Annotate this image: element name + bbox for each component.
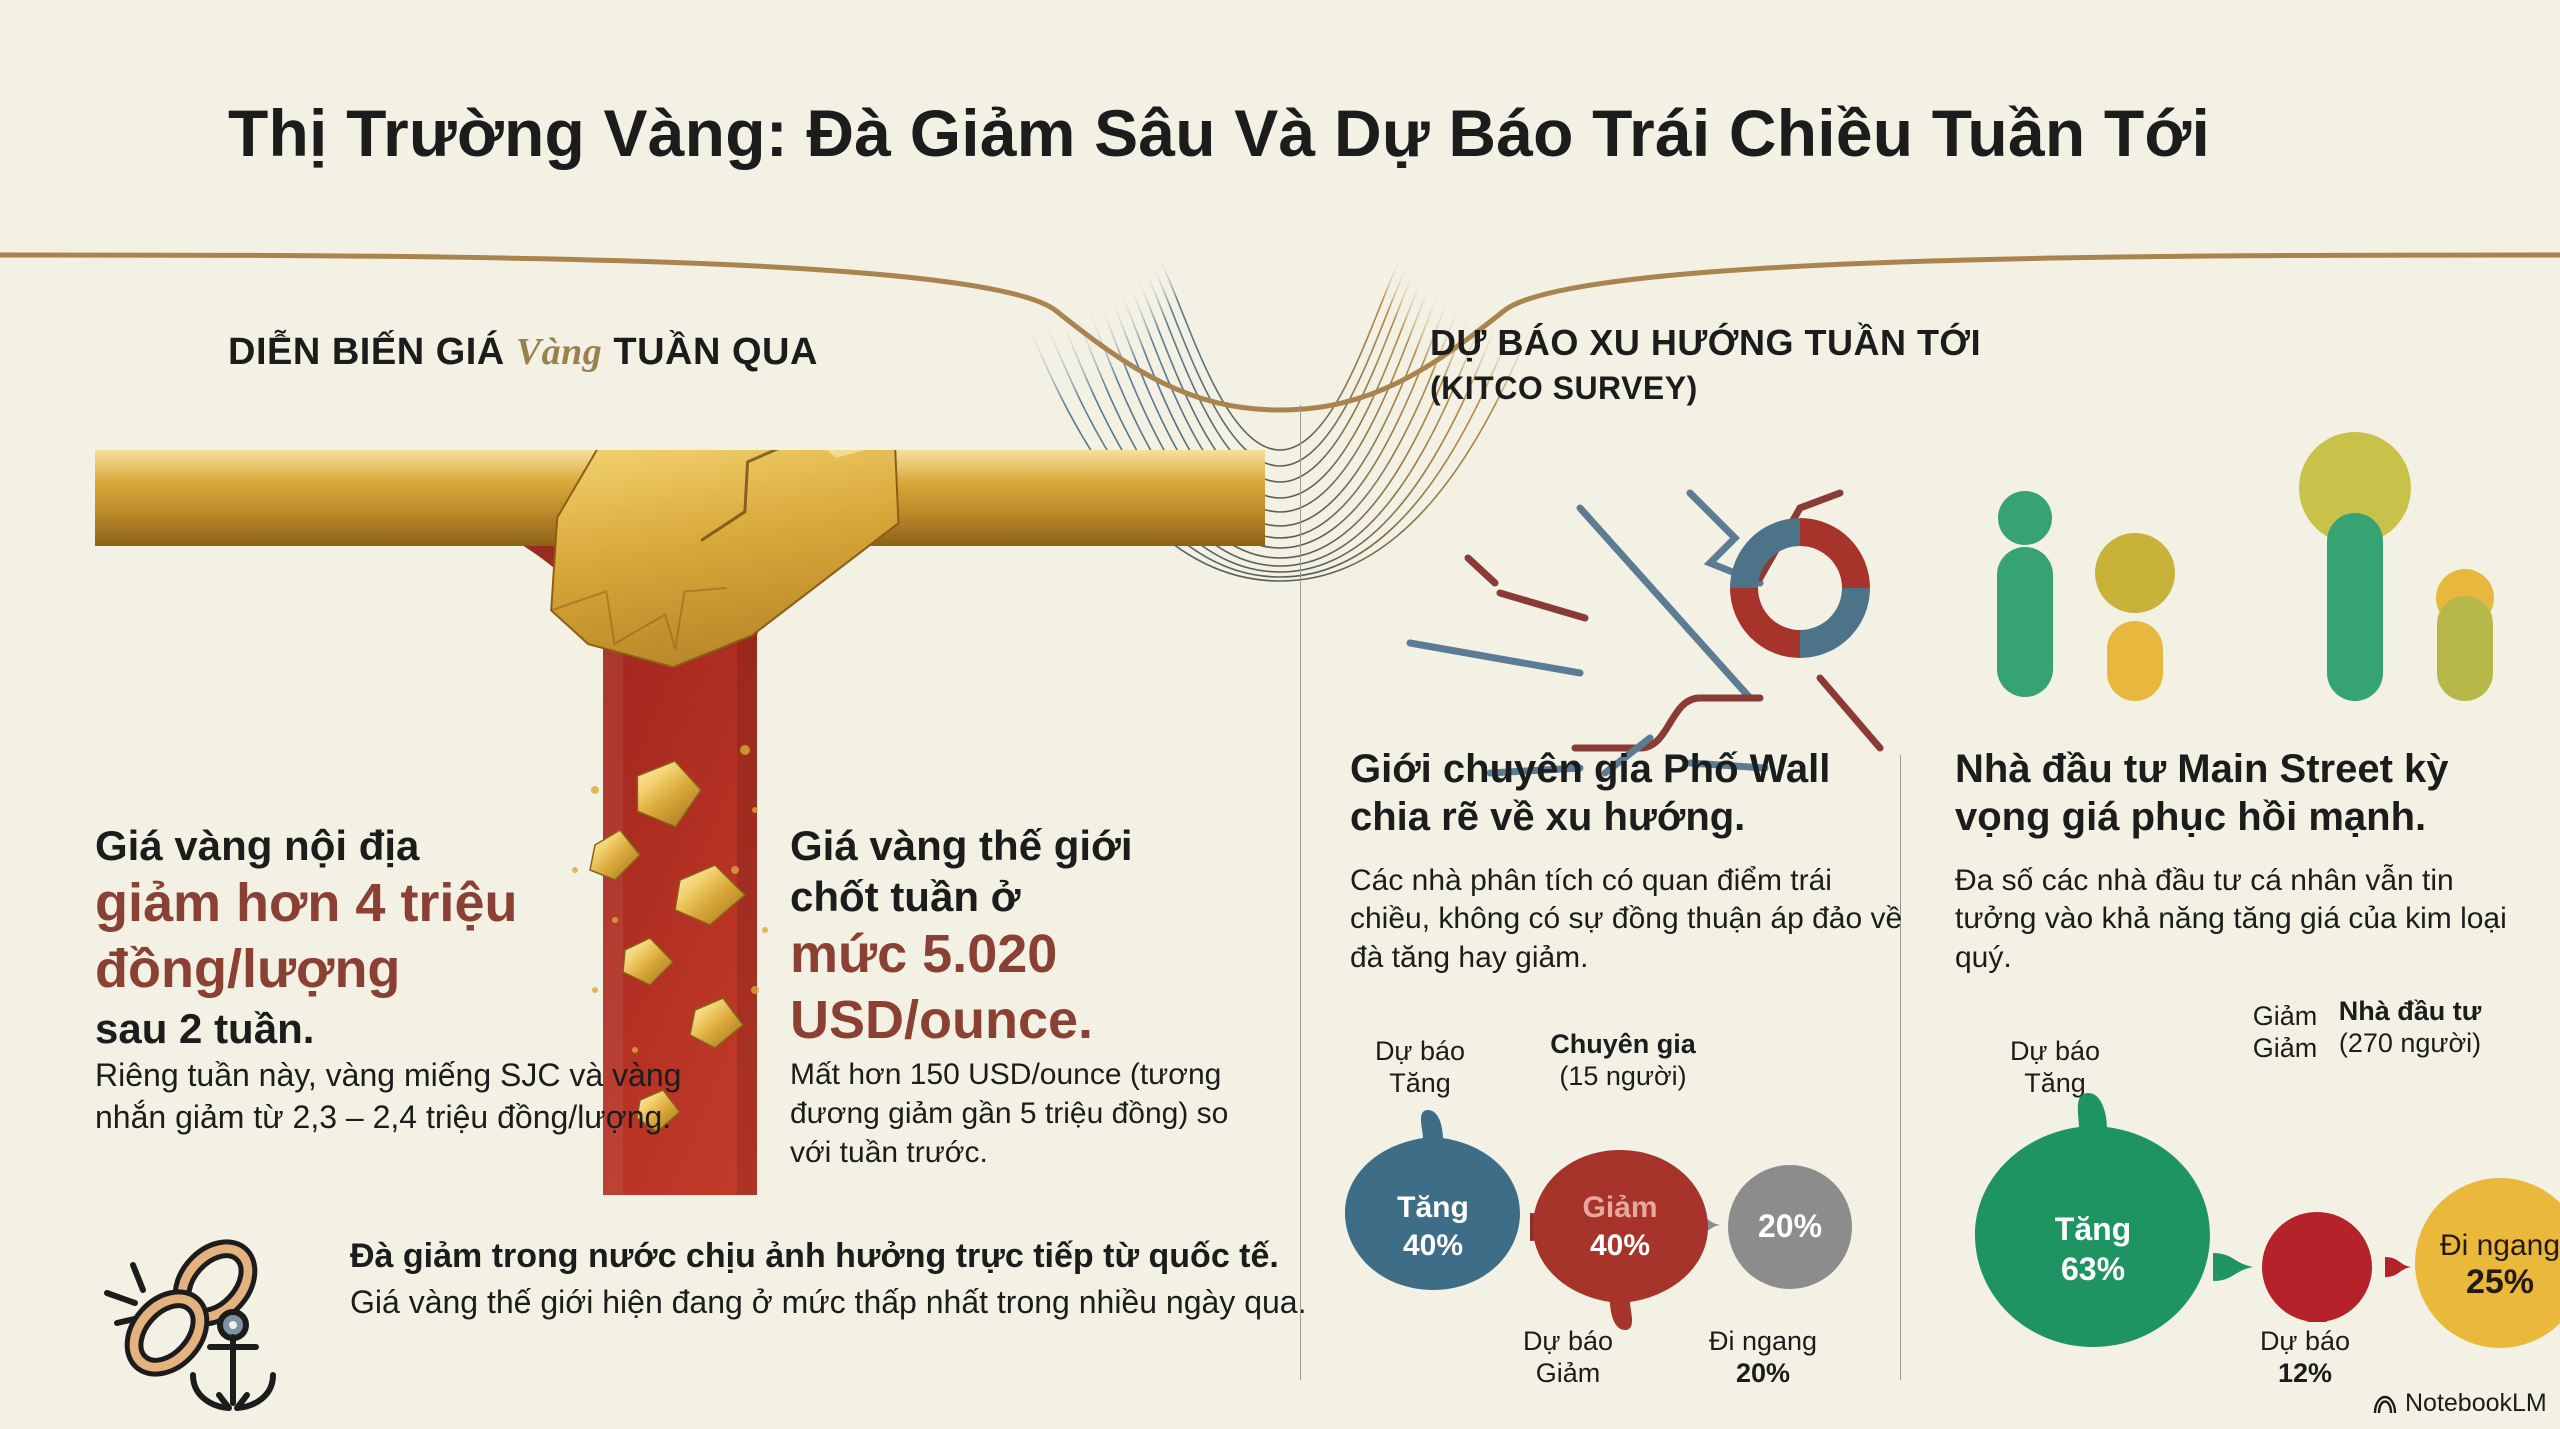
svg-text:40%: 40% — [1590, 1229, 1650, 1262]
svg-text:63%: 63% — [2061, 1251, 2125, 1287]
svg-text:Giảm: Giảm — [1582, 1191, 1657, 1224]
svg-text:40%: 40% — [1403, 1229, 1463, 1262]
svg-text:25%: 25% — [2466, 1263, 2534, 1301]
svg-text:Đi ngang: Đi ngang — [2440, 1229, 2560, 1262]
svg-text:Tăng: Tăng — [2055, 1211, 2131, 1247]
svg-text:Tăng: Tăng — [1397, 1191, 1469, 1224]
svg-text:20%: 20% — [1758, 1208, 1822, 1244]
